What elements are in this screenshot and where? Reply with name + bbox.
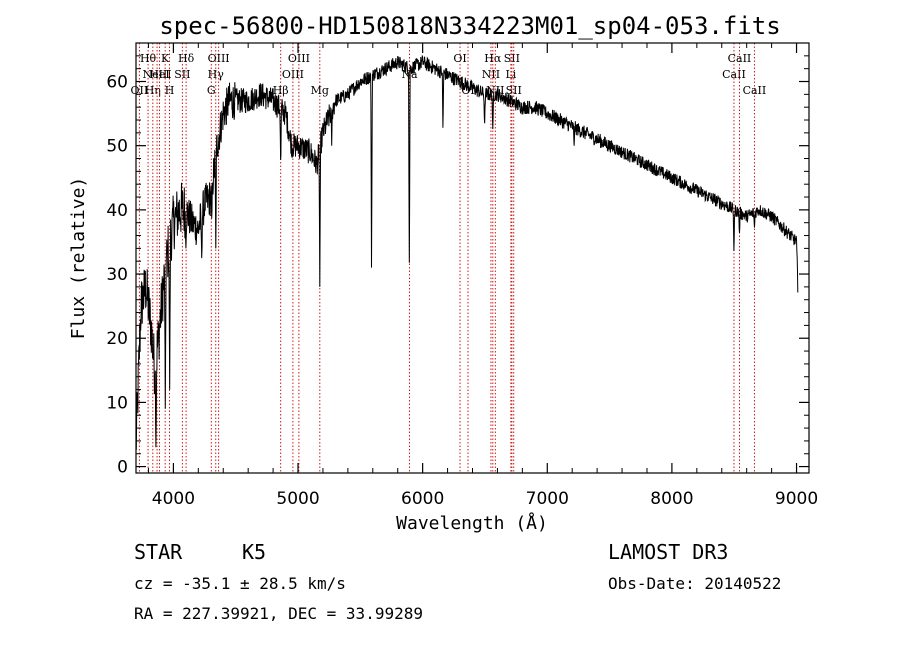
line-marker-label: CaII bbox=[743, 84, 767, 97]
x-tick-label: 4000 bbox=[152, 489, 195, 509]
line-marker-label: OIII bbox=[282, 68, 304, 81]
line-marker-label: HeI bbox=[149, 68, 169, 81]
line-marker-label: Hδ bbox=[178, 52, 195, 65]
x-tick-label: 5000 bbox=[276, 489, 319, 509]
x-tick-label: 6000 bbox=[401, 489, 444, 509]
redshift-cz: cz = -35.1 ± 28.5 km/s bbox=[134, 574, 346, 593]
chart-title: spec-56800-HD150818N334223M01_sp04-053.f… bbox=[159, 12, 780, 40]
obs-date: Obs-Date: 20140522 bbox=[608, 574, 782, 593]
x-axis-label: Wavelength (Å) bbox=[396, 512, 548, 534]
line-marker-label: Hθ bbox=[140, 52, 157, 65]
line-marker-label: Hα bbox=[484, 52, 502, 65]
line-marker-label: NeIII bbox=[142, 68, 171, 81]
line-marker-label: SII bbox=[504, 52, 520, 65]
survey-name: LAMOST DR3 bbox=[608, 540, 729, 564]
line-marker-label: OI bbox=[453, 52, 466, 65]
x-tick-label: 9000 bbox=[775, 489, 818, 509]
x-tick-label: 8000 bbox=[650, 489, 693, 509]
y-axis-label: Flux (relative) bbox=[68, 177, 89, 340]
line-marker-label: CaII bbox=[728, 52, 752, 65]
line-marker-label: Hη bbox=[145, 84, 161, 97]
line-marker-label: G bbox=[207, 84, 216, 97]
plot-frame bbox=[135, 42, 810, 474]
y-tick-label: 20 bbox=[106, 329, 128, 349]
line-marker-label: NII bbox=[482, 68, 500, 81]
line-marker-label: K bbox=[161, 52, 170, 65]
line-marker-label: SII bbox=[506, 84, 522, 97]
line-marker-label: Mg bbox=[311, 84, 329, 97]
spectrum-chart: spec-56800-HD150818N334223M01_sp04-053.f… bbox=[68, 12, 818, 534]
spectrum-series bbox=[135, 54, 799, 450]
y-axis: 0 10 20 30 40 50 60 bbox=[106, 55, 809, 478]
y-tick-label: 40 bbox=[106, 201, 128, 221]
y-tick-label: 0 bbox=[117, 458, 128, 478]
x-axis: 4000 5000 6000 7000 8000 9000 bbox=[147, 43, 818, 509]
line-marker-label: OIII bbox=[208, 52, 230, 65]
line-marker-label: Hβ bbox=[273, 84, 289, 97]
line-marker-label: H bbox=[165, 84, 175, 97]
line-marker-label: OII bbox=[131, 84, 149, 97]
line-marker-label: Li bbox=[505, 68, 516, 81]
line-marker-label: Hγ bbox=[208, 68, 225, 81]
object-subclass: K5 bbox=[242, 540, 267, 564]
ra-dec: RA = 227.39921, DEC = 33.99289 bbox=[134, 604, 423, 623]
y-tick-label: 60 bbox=[106, 73, 128, 93]
y-tick-label: 10 bbox=[106, 393, 128, 413]
y-tick-label: 30 bbox=[106, 265, 128, 285]
line-marker-label: OIII bbox=[288, 52, 310, 65]
object-class: STAR bbox=[134, 540, 183, 564]
line-marker-label: CaII bbox=[722, 68, 746, 81]
spectrum-line bbox=[135, 54, 799, 450]
line-marker-label: SII bbox=[174, 68, 190, 81]
y-tick-label: 50 bbox=[106, 137, 128, 157]
x-tick-label: 7000 bbox=[526, 489, 569, 509]
